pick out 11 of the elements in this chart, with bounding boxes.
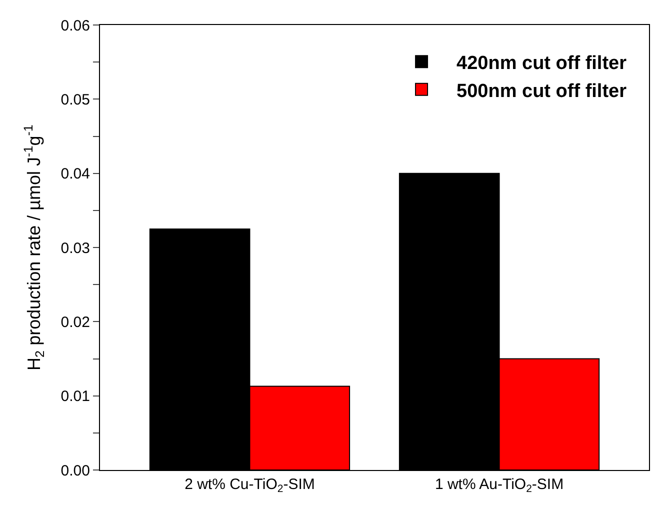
y-tick-label: 0.04 <box>60 166 90 183</box>
text: 0.00 <box>60 462 90 480</box>
x-tick-label: 2 wt% Cu-TiO$_{2}$-SIM <box>184 476 315 496</box>
y-tick-label: 0.03 <box>60 240 90 257</box>
legend-label: 500nm cut off filter <box>456 80 628 102</box>
y-tick-label: 0.01 <box>60 388 90 406</box>
y-tick-label: 0.05 <box>60 91 90 108</box>
y-tick-label: 0.06 <box>60 17 90 34</box>
y-tick-label: 0.02 <box>60 314 90 331</box>
legend-label: 420nm cut off filter <box>456 53 628 74</box>
x-tick-label: 1 wt% Au-TiO$_{2}$-SIM <box>434 476 564 496</box>
